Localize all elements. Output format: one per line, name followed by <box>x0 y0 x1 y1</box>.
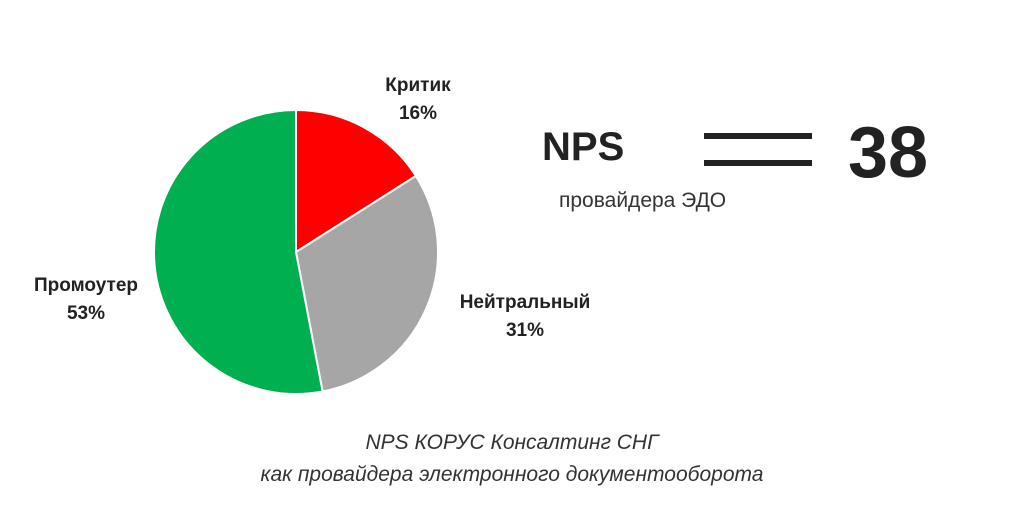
slice-label-neutral-name: Нейтральный <box>440 289 610 317</box>
caption-line-2: как провайдера электронного документообо… <box>0 463 1024 487</box>
equals-bar-top <box>704 133 812 139</box>
slice-label-neutral-value: 31% <box>440 317 610 345</box>
slice-label-critic-name: Критик <box>370 72 466 100</box>
slice-label-promoter-name: Промоутер <box>14 272 158 300</box>
slice-label-promoter: Промоутер 53% <box>14 272 158 328</box>
slice-label-critic-value: 16% <box>370 100 466 128</box>
equals-bar-bottom <box>704 160 812 166</box>
nps-subtitle: провайдера ЭДО <box>559 189 726 213</box>
caption-line-1: NPS КОРУС Консалтинг СНГ <box>0 431 1024 455</box>
slice-label-neutral: Нейтральный 31% <box>440 289 610 345</box>
nps-title: NPS <box>542 125 624 170</box>
equals-sign-icon <box>704 133 812 169</box>
slice-label-critic: Критик 16% <box>370 72 466 128</box>
nps-value: 38 <box>848 108 928 198</box>
slice-label-promoter-value: 53% <box>14 300 158 328</box>
